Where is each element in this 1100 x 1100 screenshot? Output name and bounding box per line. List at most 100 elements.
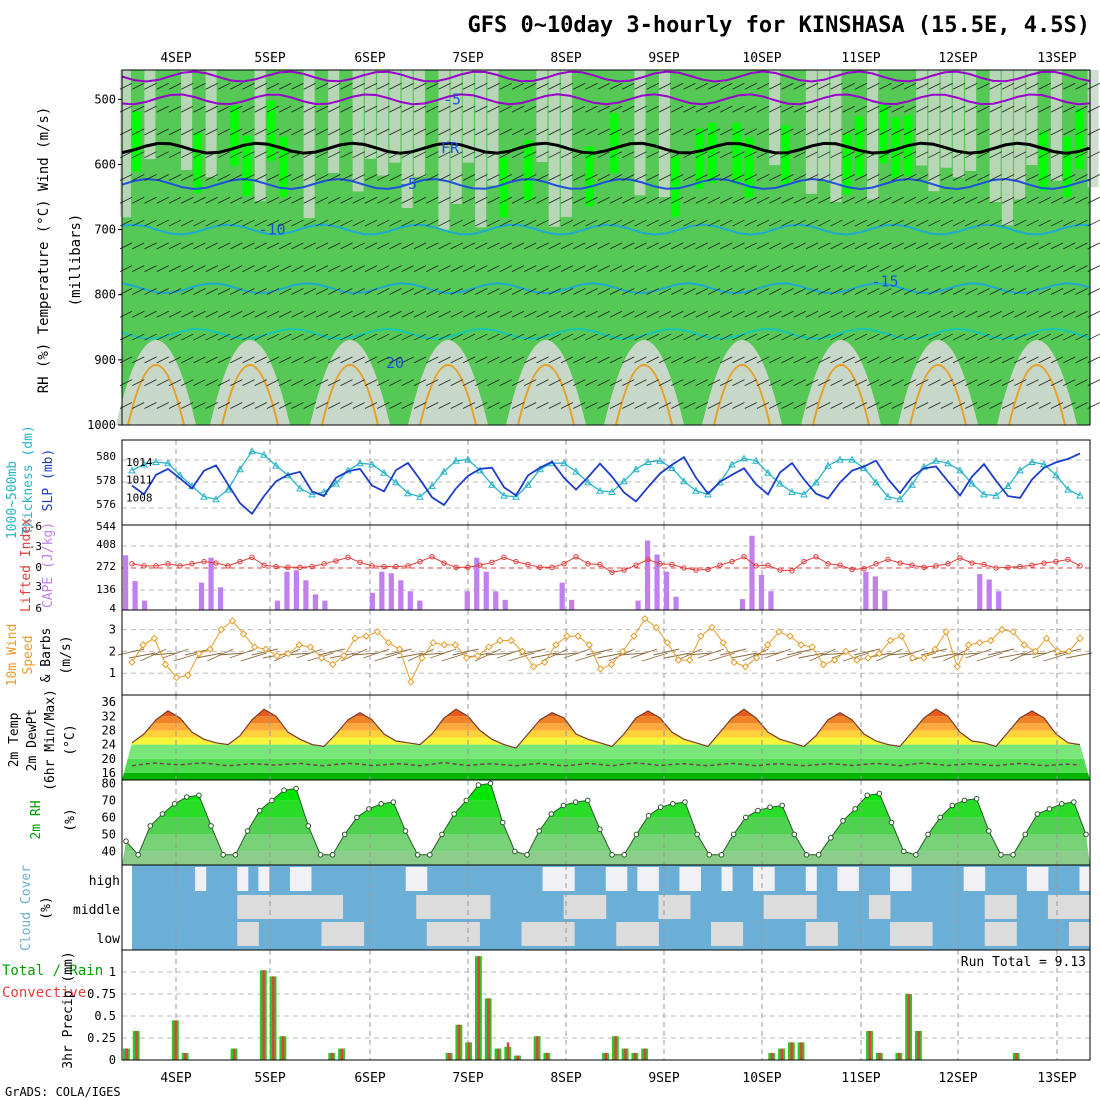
wind-barb	[279, 219, 292, 227]
lifted-index-point	[957, 555, 963, 561]
wind-barb	[426, 151, 439, 159]
wind-barb	[499, 356, 512, 364]
rh-dry-column	[867, 70, 879, 200]
wind-barb	[683, 128, 696, 136]
rh-point	[694, 831, 700, 838]
wind-barb	[634, 402, 647, 409]
wind-barb	[328, 174, 341, 181]
wind-barb	[671, 196, 684, 204]
wind-barb	[1038, 196, 1051, 204]
wind-barb	[205, 174, 218, 181]
rh-dry-column	[352, 70, 364, 192]
wind-barb	[952, 82, 966, 90]
lifted-index-point	[933, 563, 939, 569]
wind-barb	[230, 128, 243, 136]
rh-moist-column	[1038, 130, 1048, 191]
wind-barb	[940, 151, 953, 159]
wind-barb	[891, 196, 904, 204]
wind-barb	[144, 333, 157, 341]
wind-barb	[413, 219, 427, 227]
wind-speed-point	[964, 641, 973, 649]
wind-barb	[129, 652, 156, 659]
wind-speed-point	[596, 665, 605, 673]
cape-bar	[863, 571, 869, 610]
lifted-index-point	[837, 562, 843, 568]
wind-barb	[585, 82, 598, 90]
wind-barb	[989, 196, 1002, 204]
wind-barb	[315, 333, 329, 341]
wind-barb	[928, 128, 941, 136]
wind-barb	[315, 402, 329, 409]
cape-bar	[312, 594, 319, 610]
wind-barb	[511, 128, 525, 136]
precip-tick-label: 0	[109, 1053, 116, 1067]
wind-barb	[511, 356, 525, 364]
thickness-point	[356, 459, 364, 467]
wind-speed-point	[496, 636, 504, 645]
cloud-cell-middle	[279, 895, 291, 919]
wind-barb	[1050, 379, 1064, 387]
wind-barb	[389, 379, 402, 387]
wind-barb	[156, 310, 169, 318]
wind-barb	[401, 402, 414, 409]
wind-barb	[769, 105, 782, 113]
wind-barb	[364, 151, 378, 159]
wind-barb	[242, 151, 255, 159]
wind-barb	[352, 265, 365, 273]
wind-barb	[303, 105, 316, 113]
cloud-cell-low	[542, 922, 554, 946]
thickness-point	[644, 457, 652, 465]
wind-barb	[450, 174, 463, 181]
lifted-index-point	[441, 560, 447, 566]
rh-point	[1058, 801, 1065, 807]
wind-barb	[536, 174, 549, 181]
wind-barb	[181, 310, 194, 318]
li-tick-label: -6	[29, 520, 42, 533]
side-label: (millibars)	[68, 214, 84, 307]
wind-barb	[438, 174, 451, 181]
wind-barb	[303, 310, 316, 318]
wind-barb	[438, 356, 451, 364]
wind-barb	[1026, 356, 1039, 364]
wind-barb	[658, 310, 672, 318]
wind-barb	[385, 648, 412, 656]
rh-point	[487, 780, 494, 787]
cape-bar	[569, 599, 575, 610]
wind-barb	[340, 174, 353, 181]
lifted-index-point	[549, 564, 555, 570]
rh-point	[597, 826, 603, 833]
pressure-tick-label: 900	[94, 353, 116, 367]
wind-barb	[634, 356, 647, 364]
wind-barb	[462, 356, 476, 364]
lifted-index-point	[1065, 556, 1071, 563]
wind-barb	[585, 128, 598, 136]
wind-speed-point	[1031, 647, 1040, 656]
wind-barb	[769, 310, 782, 318]
lifted-index-point	[969, 560, 975, 566]
wind-barb	[132, 402, 145, 409]
lifted-index-point	[165, 561, 171, 567]
wind-barb	[573, 265, 586, 273]
cloud-cell-low	[995, 922, 1007, 946]
wind-barb	[475, 265, 488, 273]
wind-barb	[340, 219, 353, 227]
wind-barb	[352, 82, 365, 90]
wind-barb	[168, 379, 182, 387]
rh-dry-column	[658, 70, 670, 198]
wind-barb	[671, 219, 684, 227]
wind-barb	[646, 151, 659, 159]
temp-line	[131, 708, 1081, 749]
cloud-cell-high	[289, 867, 301, 891]
wind-barb	[940, 196, 953, 204]
cloud-high-label: high	[89, 874, 120, 889]
wind-barb	[658, 151, 672, 159]
wind-speed-point	[708, 623, 716, 632]
wind-barb	[450, 356, 463, 364]
wind-barb	[646, 379, 659, 387]
wind-speed-point	[351, 634, 359, 643]
wind-barb	[1026, 242, 1039, 250]
rh-point	[341, 831, 348, 838]
wind-barb	[144, 105, 157, 113]
wind-barb	[536, 219, 549, 227]
wind-barb	[854, 402, 868, 409]
